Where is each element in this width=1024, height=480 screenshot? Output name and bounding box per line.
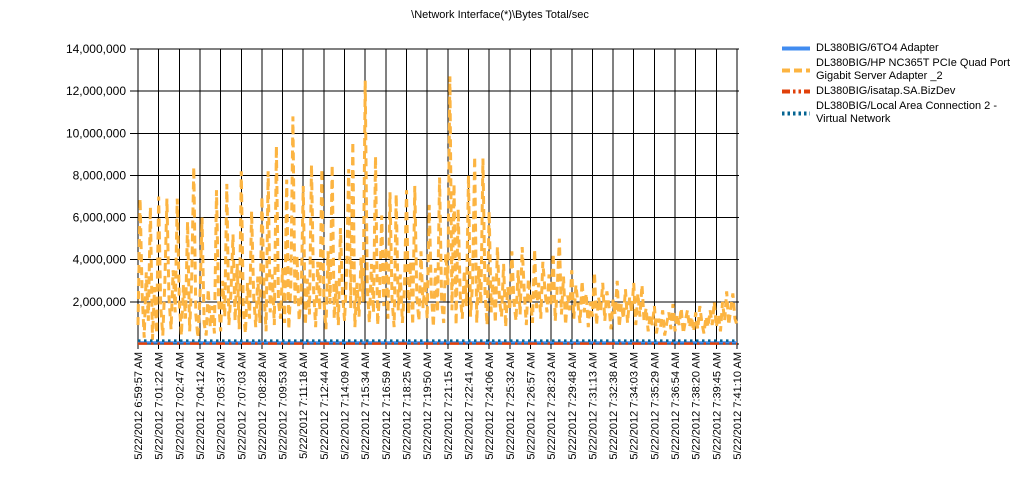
y-axis-labels: 2,000,000 4,000,000 6,000,000 8,000,000 10,0… (66, 42, 126, 309)
x-tick-label: 5/22/2012 7:12:44 AM (319, 352, 331, 460)
legend-swatch-dash-dot-dot-icon (782, 89, 810, 94)
legend-swatch-dashed-icon (782, 68, 810, 72)
legend-item: DL380BIG/isatap.SA.BizDev (781, 85, 1019, 98)
x-tick-label: 5/22/2012 7:21:15 AM (443, 352, 455, 460)
legend-item: DL380BIG/6TO4 Adapter (781, 42, 1019, 55)
legend-label: DL380BIG/HP NC365T PCIe Quad Port Gigabi… (816, 57, 1011, 82)
y-tick-label: 8,000,000 (73, 168, 127, 182)
legend-label: DL380BIG/Local Area Connection 2 - Virtu… (816, 100, 998, 125)
x-tick-label: 5/22/2012 7:32:38 AM (608, 352, 620, 460)
x-tick-label: 5/22/2012 7:36:54 AM (670, 352, 682, 460)
x-tick-label: 5/22/2012 7:35:29 AM (649, 352, 661, 460)
x-tick-label: 5/22/2012 7:39:45 AM (711, 352, 723, 460)
x-tick-label: 5/22/2012 7:04:12 AM (195, 352, 207, 460)
legend-label: DL380BIG/6TO4 Adapter (816, 42, 939, 54)
x-tick-label: 5/22/2012 7:41:10 AM (732, 352, 744, 460)
x-tick-label: 5/22/2012 7:11:18 AM (298, 352, 310, 459)
chart-legend: DL380BIG/6TO4 Adapter DL380BIG/HP NC365T … (781, 42, 1019, 128)
x-tick-label: 5/22/2012 7:24:06 AM (484, 352, 496, 460)
series-line-1 (136, 76, 739, 340)
x-tick-label: 5/22/2012 7:16:59 AM (381, 352, 393, 460)
y-tick-label: 2,000,000 (73, 295, 127, 309)
legend-item: DL380BIG/HP NC365T PCIe Quad Port Gigabi… (781, 57, 1019, 83)
x-tick-label: 5/22/2012 7:05:37 AM (216, 352, 228, 460)
y-tick-label: 14,000,000 (66, 42, 126, 56)
x-tick-label: 5/22/2012 7:14:09 AM (340, 352, 352, 460)
x-tick-label: 5/22/2012 7:19:50 AM (422, 352, 434, 460)
y-tick-label: 10,000,000 (66, 126, 126, 140)
x-tick-label: 5/22/2012 7:01:22 AM (154, 352, 166, 460)
y-tick-label: 4,000,000 (73, 253, 127, 267)
x-tick-label: 5/22/2012 6:59:57 AM (133, 352, 145, 460)
x-tick-label: 5/22/2012 7:08:28 AM (257, 352, 269, 460)
x-tick-label: 5/22/2012 7:34:03 AM (629, 352, 641, 460)
x-tick-label: 5/22/2012 7:02:47 AM (174, 352, 186, 460)
x-tick-label: 5/22/2012 7:15:34 AM (360, 352, 372, 460)
x-tick-label: 5/22/2012 7:09:53 AM (278, 352, 290, 460)
x-tick-label: 5/22/2012 7:38:20 AM (691, 352, 703, 460)
x-tick-label: 5/22/2012 7:29:48 AM (567, 352, 579, 460)
x-tick-label: 5/22/2012 7:22:41 AM (463, 352, 475, 460)
chart-title: \Network Interface(*)\Bytes Total/sec (411, 9, 589, 21)
x-tick-label: 5/22/2012 7:25:32 AM (505, 352, 517, 460)
x-tick-label: 5/22/2012 7:18:25 AM (402, 352, 414, 460)
y-tick-label: 6,000,000 (73, 211, 127, 225)
x-tick-label: 5/22/2012 7:31:13 AM (587, 352, 599, 460)
legend-label: DL380BIG/isatap.SA.BizDev (816, 85, 956, 97)
x-axis-labels: 5/22/2012 6:59:57 AM 5/22/2012 7:01:22 AM… (133, 352, 744, 460)
legend-swatch-solid-icon (782, 46, 810, 51)
x-tick-label: 5/22/2012 7:07:03 AM (236, 352, 248, 460)
y-tick-label: 12,000,000 (66, 84, 126, 98)
x-tick-label: 5/22/2012 7:28:23 AM (546, 352, 558, 460)
x-tick-label: 5/22/2012 7:26:57 AM (525, 352, 537, 460)
legend-item: DL380BIG/Local Area Connection 2 - Virtu… (781, 100, 1019, 126)
legend-swatch-dotted-icon (782, 111, 810, 115)
